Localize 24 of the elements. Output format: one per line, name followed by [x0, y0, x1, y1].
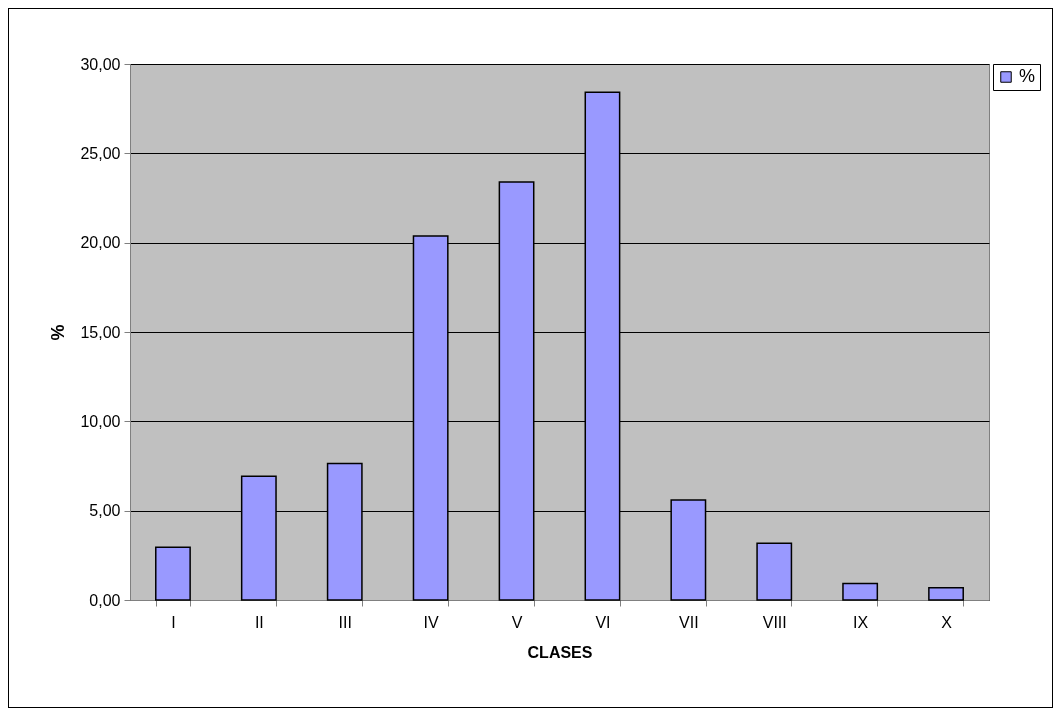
- y-tick-label: 15,00: [80, 323, 121, 341]
- x-tick-label: V: [511, 613, 523, 631]
- x-axis-title: CLASES: [527, 643, 593, 661]
- y-tick-label: 10,00: [80, 412, 121, 430]
- x-tick-label: IV: [423, 613, 440, 631]
- x-tick-label: II: [254, 613, 264, 631]
- bar: [756, 542, 793, 601]
- y-tick-label: 30,00: [80, 55, 121, 73]
- y-tick-label: 20,00: [80, 234, 121, 252]
- x-tick-label: VI: [595, 613, 611, 631]
- x-tick-label: I: [171, 613, 176, 631]
- x-tick-label: III: [338, 613, 352, 631]
- x-tick-label: IX: [853, 613, 869, 631]
- y-tick-label: 25,00: [80, 144, 121, 162]
- bar: [842, 582, 879, 601]
- bar: [155, 546, 191, 601]
- x-tick-label: X: [941, 613, 953, 631]
- bar: [928, 586, 964, 601]
- legend-label: %: [1019, 66, 1036, 86]
- x-tick-label: VIII: [762, 613, 787, 631]
- y-tick-label: 0,00: [89, 591, 121, 609]
- y-axis-title: %: [48, 324, 69, 341]
- y-tick-label: 5,00: [89, 502, 121, 520]
- x-tick-label: VII: [679, 613, 699, 631]
